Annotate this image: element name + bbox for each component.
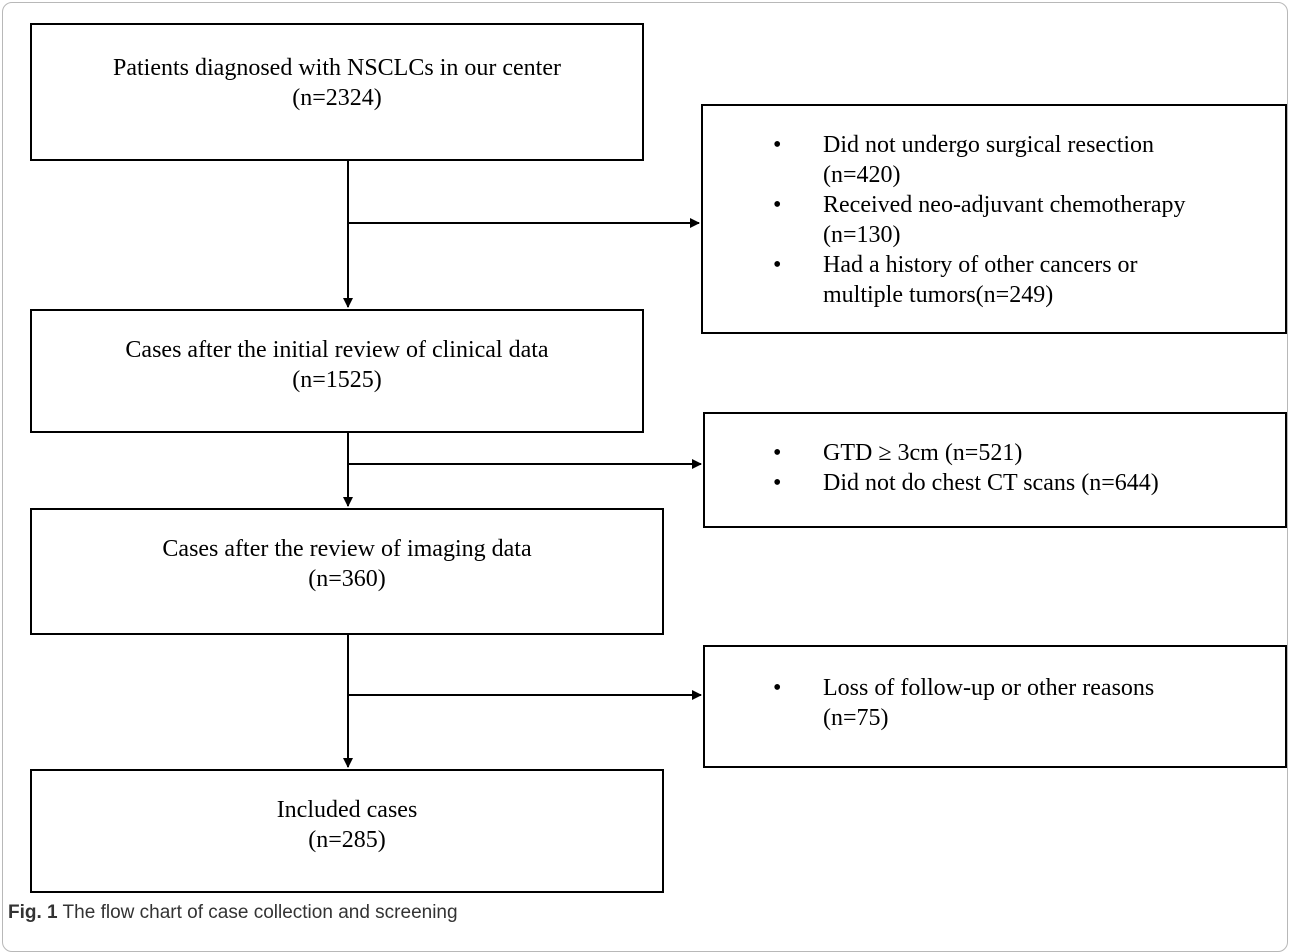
- exclusion-box-2: • GTD ≥ 3cm (n=521) • Did not do chest C…: [703, 412, 1287, 528]
- figure-label: Fig. 1: [8, 902, 58, 923]
- exclusion-box-1: • Did not undergo surgical resection (n=…: [701, 104, 1287, 334]
- box-patients-diagnosed-count: (n=2324): [292, 85, 382, 111]
- exclusion-2-item-1: • GTD ≥ 3cm (n=521): [773, 440, 1023, 466]
- exclusion-2-item-2: • Did not do chest CT scans (n=644): [773, 470, 1159, 496]
- exclusion-box-3: • Loss of follow-up or other reasons (n=…: [703, 645, 1287, 768]
- exclusion-1-item-1: • Did not undergo surgical resection (n=…: [773, 132, 1155, 188]
- box-included-cases: Included cases (n=285): [30, 769, 664, 893]
- bullet-icon: •: [773, 132, 782, 158]
- bullet-icon: •: [773, 675, 782, 701]
- box-initial-review-text: Cases after the initial review of clinic…: [125, 337, 549, 363]
- bullet-icon: •: [773, 470, 782, 496]
- bullet-icon: •: [773, 192, 782, 218]
- bullet-icon: •: [773, 252, 782, 278]
- box-included-cases-text: Included cases: [276, 797, 418, 823]
- box-included-cases-count: (n=285): [308, 827, 386, 853]
- box-initial-review: Cases after the initial review of clinic…: [30, 309, 644, 433]
- exclusion-1-item-2: • Received neo-adjuvant chemotherapy (n=…: [773, 192, 1186, 248]
- box-imaging-review-text: Cases after the review of imaging data: [162, 536, 532, 562]
- box-initial-review-count: (n=1525): [292, 367, 382, 393]
- exclusion-1-item-3: • Had a history of other cancers or mult…: [773, 252, 1138, 308]
- bullet-icon: •: [773, 440, 782, 466]
- box-patients-diagnosed: Patients diagnosed with NSCLCs in our ce…: [30, 23, 644, 161]
- box-imaging-review: Cases after the review of imaging data (…: [30, 508, 664, 635]
- box-patients-diagnosed-text: Patients diagnosed with NSCLCs in our ce…: [113, 55, 561, 81]
- exclusion-3-item-1: • Loss of follow-up or other reasons (n=…: [773, 675, 1155, 731]
- box-imaging-review-count: (n=360): [308, 566, 386, 592]
- figure-caption: Fig. 1 The flow chart of case collection…: [8, 902, 458, 924]
- figure-caption-text: The flow chart of case collection and sc…: [57, 902, 458, 923]
